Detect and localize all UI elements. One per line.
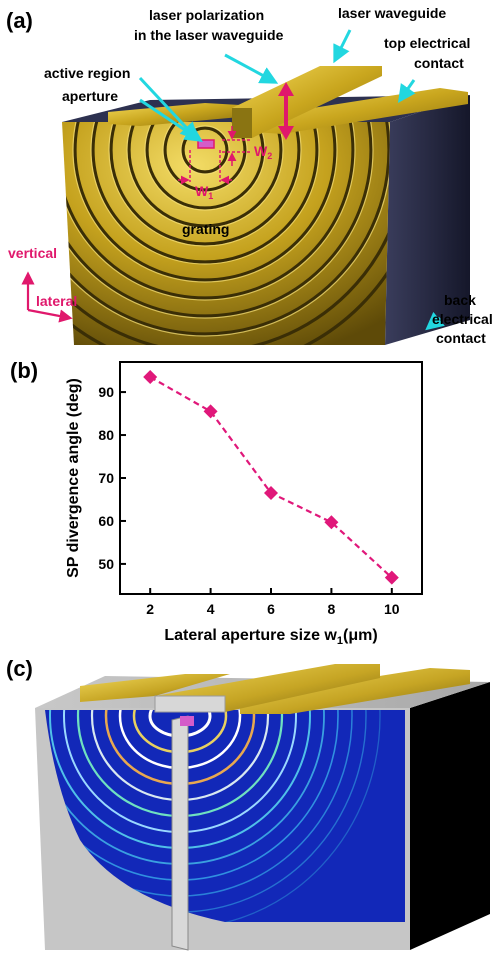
x-tick-label: 2 [146, 601, 154, 617]
x-axis-label: Lateral aperture size w1(μm) [164, 627, 377, 647]
back-contact-label-2: electrical [432, 311, 493, 327]
top-contact-label-2: contact [414, 55, 464, 71]
block-side-face [385, 95, 470, 345]
laser-polarization-label-1: laser polarization [149, 7, 264, 23]
panel-b-label: (b) [10, 358, 38, 383]
data-point [264, 486, 278, 501]
divergence-chart: (b) 2 4 6 8 10 50 60 70 80 90 SP divergence angle… [10, 358, 423, 647]
top-contact-label-1: top electrical [384, 35, 470, 51]
field-cross-section [45, 710, 405, 922]
aperture [197, 139, 215, 149]
grating-label: grating [182, 221, 229, 237]
y-tick-label: 70 [98, 470, 114, 486]
top-contact-left-c [80, 674, 230, 702]
grating-front-face [62, 122, 390, 345]
plot-frame [119, 361, 423, 595]
panel-c-label: (c) [6, 656, 33, 681]
w2-label: W2 [254, 143, 272, 161]
x-tick-label: 8 [328, 601, 336, 617]
series-line [149, 376, 393, 579]
data-point [203, 404, 218, 419]
aperture-slit-plane [171, 715, 189, 951]
back-contact-label-1: back [444, 292, 476, 308]
aperture-label: aperture [62, 88, 118, 104]
device-schematic-a: W1 W2 (a) laser polarization in the lase… [6, 5, 493, 346]
laser-waveguide-label: laser waveguide [338, 5, 446, 21]
back-contact-label-3: contact [436, 330, 486, 346]
field-simulation-c: (c) [6, 656, 490, 951]
grating-rings [62, 122, 390, 345]
block-side-face-c [410, 682, 490, 950]
x-tick-label: 10 [384, 601, 400, 617]
axes-arrows [21, 271, 73, 323]
data-point [324, 515, 339, 530]
laser-polarization-label-2: in the laser waveguide [134, 27, 284, 43]
data-point [384, 570, 399, 585]
vertical-axis-label: vertical [8, 245, 57, 261]
panel-a-label: (a) [6, 8, 33, 33]
data-point [143, 370, 158, 385]
laser-waveguide-ridge [232, 66, 382, 138]
lateral-axis-label: lateral [36, 293, 77, 309]
y-tick-label: 50 [98, 556, 114, 572]
x-tick-label: 4 [207, 601, 215, 617]
active-region-c [180, 716, 194, 726]
y-tick-label: 80 [98, 427, 114, 443]
active-region-label: active region [44, 65, 130, 81]
y-tick-label: 90 [98, 384, 114, 400]
y-axis-label: SP divergence angle (deg) [65, 378, 82, 578]
dimension-lines [189, 139, 252, 182]
x-tick-label: 6 [267, 601, 275, 617]
panel-b: (b) 2 4 6 8 10 50 60 70 80 90 SP divergence angle… [0, 358, 500, 648]
y-tick-label: 60 [98, 513, 114, 529]
w1-label: W1 [195, 183, 213, 201]
top-contact-right-c [240, 668, 470, 714]
panel-c: (c) [0, 650, 500, 957]
panel-a: W1 W2 (a) laser polarization in the lase… [0, 0, 500, 358]
